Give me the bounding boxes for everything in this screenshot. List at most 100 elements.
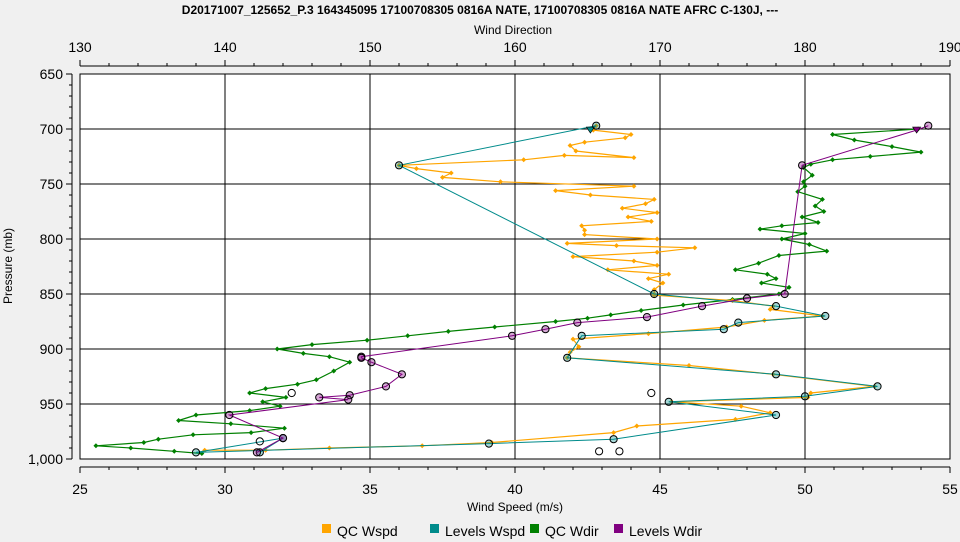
qc-wspd-point bbox=[573, 148, 579, 154]
levels-wspd-point bbox=[191, 448, 201, 457]
bottom-axis-tick-label: 50 bbox=[797, 481, 813, 497]
bottom-axis-label: Wind Speed (m/s) bbox=[467, 500, 563, 514]
bottom-axis-ticks: 25 30 35 40 45 50 55 bbox=[72, 466, 958, 497]
levels-wspd-line bbox=[195, 125, 878, 453]
levels-wdir-point bbox=[315, 393, 324, 402]
qc-wdir-point bbox=[809, 172, 815, 178]
top-axis-tick-label: 130 bbox=[68, 39, 92, 55]
levels-wspd-point bbox=[821, 311, 830, 321]
levels-wdir-line bbox=[227, 125, 929, 453]
bottom-axis-tick-label: 55 bbox=[942, 481, 958, 497]
levels-wdir-point bbox=[345, 391, 354, 400]
qc-wdir-point bbox=[759, 280, 764, 286]
qc-wdir-point bbox=[819, 196, 825, 202]
levels-wdir-point bbox=[367, 358, 376, 367]
qc-wdir-point bbox=[799, 214, 805, 220]
qc-wdir-point bbox=[247, 390, 253, 396]
qc-wdir-point bbox=[851, 137, 857, 143]
top-axis-tick-label: 140 bbox=[213, 39, 237, 55]
levels-wdir-point bbox=[278, 434, 288, 443]
qc-wspd-point bbox=[628, 132, 634, 137]
top-axis-label: Wind Direction bbox=[474, 23, 552, 37]
qc-wspd-point bbox=[654, 249, 660, 255]
qc-wspd-point bbox=[448, 170, 454, 176]
levels-wspd-point bbox=[394, 161, 404, 170]
levels-wspd-point bbox=[719, 325, 728, 334]
unlinked-sample-point bbox=[595, 447, 604, 456]
top-axis-tick-label: 160 bbox=[503, 39, 527, 55]
levels-wdir-point bbox=[381, 382, 391, 391]
qc-wdir-point bbox=[553, 319, 559, 324]
levels-wdir-point bbox=[507, 331, 517, 340]
levels-wspd-point bbox=[771, 370, 781, 379]
levels-wspd-point bbox=[771, 410, 781, 420]
unlinked-sample-point bbox=[287, 388, 296, 398]
levels-wdir-point bbox=[252, 448, 261, 457]
qc-wspd-point bbox=[767, 306, 773, 312]
legend-swatch bbox=[530, 524, 539, 533]
qc-wspd-point bbox=[654, 262, 660, 268]
top-axis-tick-label: 150 bbox=[358, 39, 382, 55]
qc-wspd-point bbox=[651, 196, 657, 202]
qc-wdir-point bbox=[801, 179, 807, 185]
qc-wspd-point bbox=[582, 232, 588, 238]
qc-wspd-point bbox=[631, 155, 637, 161]
qc-wspd-point bbox=[648, 218, 654, 224]
qc-wdir-point bbox=[295, 381, 300, 387]
qc-wdir-point bbox=[608, 312, 614, 318]
qc-wspd-point bbox=[564, 240, 570, 246]
qc-wspd-point bbox=[553, 188, 559, 194]
qc-wspd-point bbox=[654, 236, 660, 242]
levels-wdir-point bbox=[697, 302, 707, 311]
qc-wspd-point bbox=[808, 390, 814, 396]
levels-wdir-point bbox=[225, 410, 234, 420]
qc-wspd-point bbox=[587, 192, 593, 198]
qc-wdir-point bbox=[300, 350, 306, 356]
qc-wspd-point bbox=[625, 214, 631, 220]
levels-wdir-point bbox=[924, 121, 933, 130]
levels-wdir-triangle-marker bbox=[912, 126, 922, 134]
qc-wdir-point bbox=[585, 315, 590, 321]
y-axis-tick-label: 800 bbox=[40, 231, 64, 247]
top-axis-ticks: 130 140 150 160 170 180 190 bbox=[68, 39, 960, 67]
y-axis-tick-label: 900 bbox=[40, 341, 64, 357]
qc-wdir-point bbox=[193, 412, 199, 418]
unlinked-sample-point bbox=[255, 437, 264, 446]
qc-wdir-point bbox=[732, 267, 738, 273]
levels-wspd-point bbox=[650, 289, 659, 299]
levels-wdir-point bbox=[541, 325, 550, 334]
qc-wspd-point bbox=[440, 174, 445, 180]
qc-wdir-point bbox=[802, 231, 808, 236]
qc-wdir-point bbox=[867, 154, 873, 159]
qc-wdir-point bbox=[171, 448, 177, 454]
qc-wspd-point bbox=[686, 363, 692, 368]
y-axis-tick-label: 950 bbox=[40, 396, 64, 412]
qc-wspd-point bbox=[643, 201, 648, 207]
levels-wspd-point bbox=[873, 382, 882, 391]
levels-wdir-point bbox=[397, 370, 406, 379]
levels-wdir-point bbox=[642, 313, 652, 322]
qc-wdir-point bbox=[756, 260, 762, 266]
qc-wdir-point bbox=[263, 386, 269, 392]
qc-wdir-point bbox=[364, 337, 370, 343]
levels-wdir-point bbox=[344, 395, 353, 404]
qc-wspd-point bbox=[738, 403, 744, 409]
y-axis-tick-label: 1,000 bbox=[28, 451, 63, 467]
levels-wdir-point bbox=[357, 353, 366, 362]
qc-wdir-point bbox=[155, 436, 161, 442]
qc-wspd-point bbox=[582, 227, 588, 233]
series-layer bbox=[93, 121, 933, 457]
levels-wspd-point bbox=[592, 121, 601, 130]
qc-wdir-point bbox=[283, 394, 289, 400]
qc-wdir-point bbox=[260, 399, 266, 405]
qc-wdir-point bbox=[638, 308, 644, 313]
qc-wdir-point bbox=[309, 342, 315, 348]
qc-wdir-point bbox=[331, 368, 337, 374]
qc-wspd-point bbox=[619, 205, 625, 211]
qc-wspd-point bbox=[631, 183, 637, 189]
legend-swatch bbox=[322, 524, 331, 533]
levels-wspd-point bbox=[484, 439, 493, 448]
qc-wdir-point bbox=[773, 276, 779, 282]
qc-wdir-point bbox=[764, 271, 770, 277]
qc-wdir-point bbox=[347, 359, 353, 365]
